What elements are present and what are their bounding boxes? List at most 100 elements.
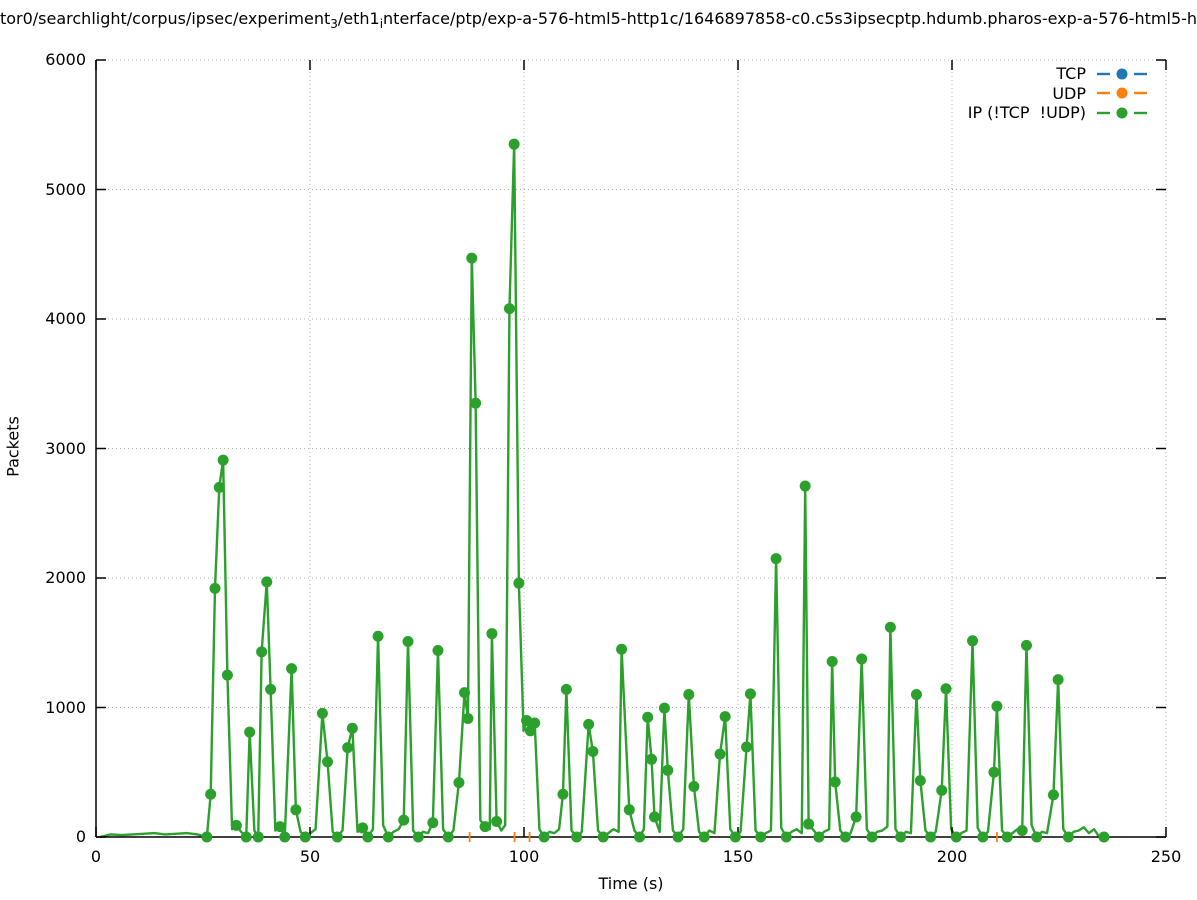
series-marker-ip-tcp-udp- <box>719 711 731 723</box>
series-marker-ip-tcp-udp- <box>587 746 599 758</box>
series-marker-ip-tcp-udp- <box>538 831 550 843</box>
series-marker-ip-tcp-udp- <box>230 819 242 831</box>
y-tick-label-4000: 4000 <box>45 309 86 328</box>
series-marker-ip-tcp-udp- <box>479 821 491 833</box>
series-marker-ip-tcp-udp- <box>1047 789 1059 801</box>
series-marker-ip-tcp-udp- <box>799 480 811 492</box>
series-marker-ip-tcp-udp- <box>372 630 384 642</box>
series-marker-ip-tcp-udp- <box>1020 639 1032 651</box>
legend-row-ip: IP (!TCP !UDP) <box>968 103 1147 123</box>
legend-sample-ip-line-dot-icon <box>1097 107 1147 119</box>
series-marker-ip-tcp-udp- <box>209 582 221 594</box>
series-marker-ip-tcp-udp- <box>256 646 268 658</box>
series-marker-ip-tcp-udp- <box>662 764 674 776</box>
series-marker-ip-tcp-udp- <box>322 756 334 768</box>
series-marker-ip-tcp-udp- <box>513 577 525 589</box>
series-marker-ip-tcp-udp- <box>1098 831 1110 843</box>
legend-sample-udp-line-dot-icon <box>1097 87 1147 99</box>
legend-dot <box>1116 68 1128 80</box>
series-marker-ip-tcp-udp- <box>803 818 815 830</box>
chart-title-segment: /eth1 <box>337 9 380 28</box>
series-marker-ip-tcp-udp- <box>1001 831 1013 843</box>
y-tick-label-2000: 2000 <box>45 568 86 587</box>
series-marker-ip-tcp-udp- <box>459 687 471 699</box>
series-marker-ip-tcp-udp- <box>755 831 767 843</box>
series-marker-ip-tcp-udp- <box>829 776 841 788</box>
series-marker-ip-tcp-udp- <box>362 831 374 843</box>
y-tick-label-5000: 5000 <box>45 179 86 199</box>
y-tick-label-1000: 1000 <box>45 697 86 717</box>
x-tick-label-200: 200 <box>936 847 968 866</box>
chart-title-segment: tor0/searchlight/corpus/ipsec/experiment <box>0 9 331 28</box>
legend-row-udp: UDP <box>1052 84 1147 104</box>
series-marker-ip-tcp-udp- <box>950 831 962 843</box>
series-marker-ip-tcp-udp- <box>442 831 454 843</box>
series-marker-ip-tcp-udp- <box>221 669 233 681</box>
series-marker-ip-tcp-udp- <box>286 663 298 675</box>
series-marker-ip-tcp-udp- <box>925 831 937 843</box>
series-marker-ip-tcp-udp- <box>299 831 311 843</box>
series-marker-ip-tcp-udp- <box>698 831 710 843</box>
series-marker-ip-tcp-udp- <box>839 831 851 843</box>
x-tick-label-100: 100 <box>508 847 540 866</box>
x-tick-label-250: 250 <box>1150 847 1182 866</box>
series-marker-ip-tcp-udp- <box>683 689 695 701</box>
legend-label-udp: UDP <box>1052 83 1086 103</box>
series-marker-ip-tcp-udp- <box>346 722 358 734</box>
series-marker-ip-tcp-udp- <box>1016 825 1028 837</box>
x-tick-label-150: 150 <box>722 847 754 866</box>
x-tick-label-0: 0 <box>90 847 102 866</box>
series-marker-ip-tcp-udp- <box>279 831 291 843</box>
series-marker-ip-tcp-udp- <box>402 635 414 647</box>
legend-label-tcp: TCP <box>1056 64 1086 84</box>
series-marker-ip-tcp-udp- <box>741 741 753 753</box>
series-marker-ip-tcp-udp- <box>557 788 569 800</box>
series-marker-ip-tcp-udp- <box>649 811 661 823</box>
series-marker-ip-tcp-udp- <box>290 804 302 816</box>
legend-label-ip: IP (!TCP !UDP) <box>967 103 1086 123</box>
series-marker-ip-tcp-udp- <box>597 831 609 843</box>
series-marker-ip-tcp-udp- <box>977 831 989 843</box>
series-marker-ip-tcp-udp- <box>217 454 229 466</box>
series-marker-ip-tcp-udp- <box>571 831 583 843</box>
series-marker-ip-tcp-udp- <box>967 635 979 647</box>
series-marker-ip-tcp-udp- <box>486 628 498 640</box>
series-marker-ip-tcp-udp- <box>201 831 213 843</box>
series-marker-ip-tcp-udp- <box>462 713 474 725</box>
legend-dot <box>1116 107 1128 119</box>
y-tick-label-6000: 6000 <box>45 50 86 69</box>
chart-title: tor0/searchlight/corpus/ipsec/experiment… <box>0 9 1197 34</box>
chart-title-subscript: 3 <box>330 17 338 32</box>
series-marker-ip-tcp-udp- <box>508 138 520 150</box>
series-marker-ip-tcp-udp- <box>583 718 595 730</box>
series-marker-ip-tcp-udp- <box>470 397 482 409</box>
series-marker-ip-tcp-udp- <box>213 481 225 493</box>
series-marker-ip-tcp-udp- <box>412 831 424 843</box>
series-marker-ip-tcp-udp- <box>342 742 354 754</box>
chart-title-subscript: i <box>379 17 384 32</box>
x-tick-label-50: 50 <box>299 847 321 866</box>
x-axis-label: Time (s) <box>598 874 664 893</box>
series-marker-ip-tcp-udp- <box>642 711 654 723</box>
series-marker-ip-tcp-udp- <box>491 815 503 827</box>
series-marker-ip-tcp-udp- <box>1031 831 1043 843</box>
series-marker-ip-tcp-udp- <box>331 831 343 843</box>
series-marker-ip-tcp-udp- <box>265 683 277 695</box>
series-marker-ip-tcp-udp- <box>991 700 1003 712</box>
series-marker-ip-tcp-udp- <box>529 717 541 729</box>
series-marker-ip-tcp-udp- <box>316 707 328 719</box>
series-marker-ip-tcp-udp- <box>623 804 635 816</box>
series-marker-ip-tcp-udp- <box>1062 831 1074 843</box>
series-marker-ip-tcp-udp- <box>813 831 825 843</box>
legend: TCP UDP IP (!TCP !UDP) <box>968 64 1147 123</box>
chart-title-segment: nterface/ptp/exp-a-576-html5-http1c/1646… <box>383 9 1197 28</box>
series-marker-ip-tcp-udp- <box>466 252 478 264</box>
series-marker-ip-tcp-udp- <box>382 831 394 843</box>
series-marker-ip-tcp-udp- <box>672 831 684 843</box>
legend-sample-tcp-line-dot-icon <box>1097 68 1147 80</box>
y-tick-label-3000: 3000 <box>45 438 86 458</box>
series-marker-ip-tcp-udp- <box>988 766 1000 778</box>
series-marker-ip-tcp-udp- <box>780 831 792 843</box>
series-marker-ip-tcp-udp- <box>244 726 256 738</box>
series-marker-ip-tcp-udp- <box>770 553 782 565</box>
